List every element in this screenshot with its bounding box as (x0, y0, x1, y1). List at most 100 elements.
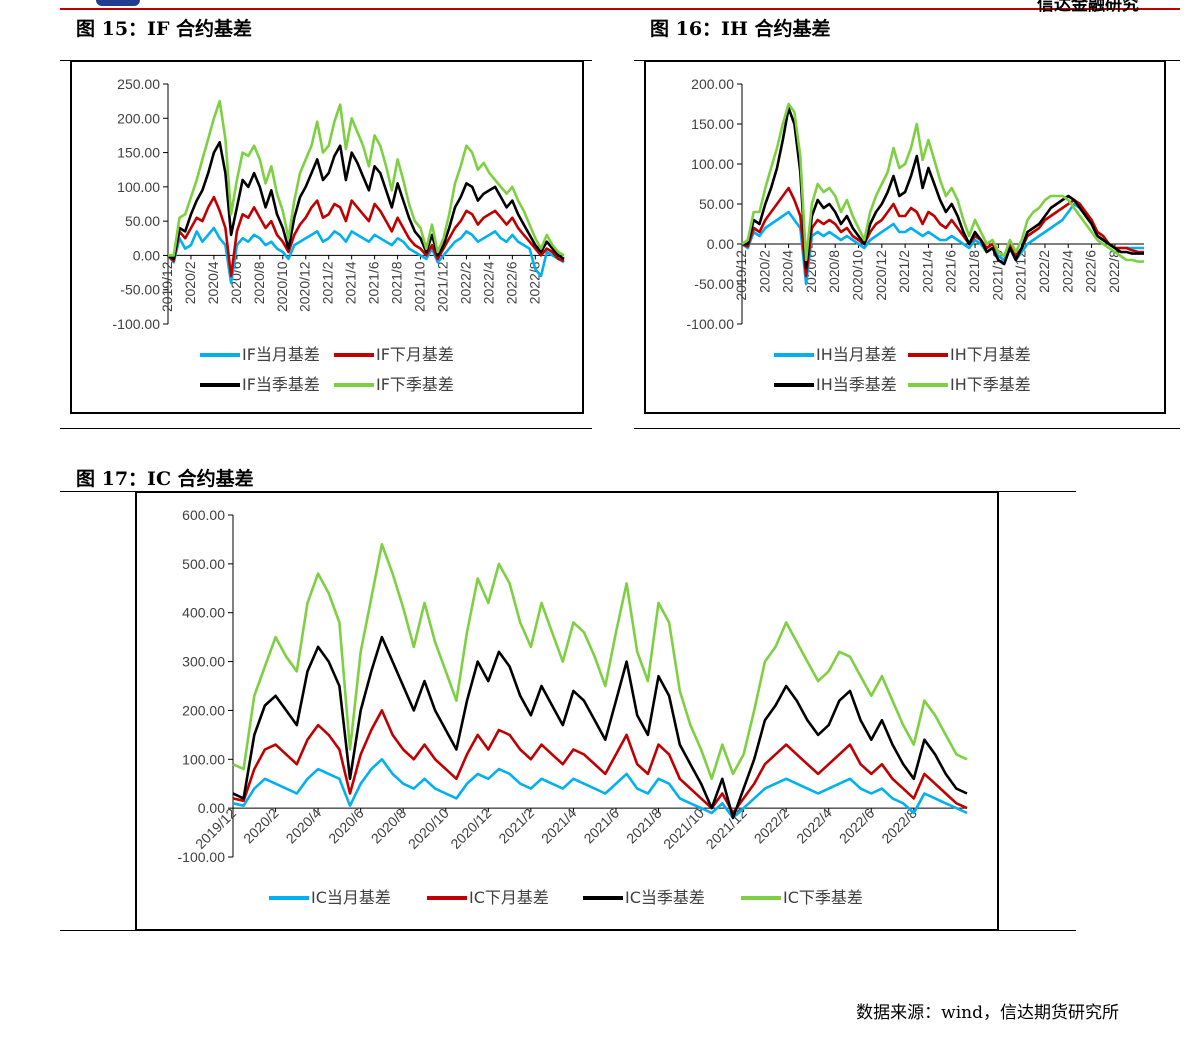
x-tick-label: 2021/4 (343, 261, 359, 304)
legend-label: IH当季基差 (816, 375, 897, 394)
x-tick-label: 2022/2 (751, 805, 793, 847)
series-line-if-2 (167, 141, 565, 261)
y-tick-label: 150.00 (117, 145, 160, 161)
legend-label: IH当月基差 (816, 345, 897, 364)
series-line-ic-1 (232, 709, 968, 815)
if-basis-chart: 250.00 200.00 150.00 100.00 50.00 0.00 -50.00 -… (70, 60, 584, 414)
x-tick-label: 2021/10 (412, 261, 428, 312)
y-tick-label: -50.00 (120, 282, 160, 298)
y-tick-label: 600.00 (182, 507, 225, 523)
y-tick-label: 200.00 (691, 76, 734, 92)
y-tick-label: 50.00 (699, 196, 734, 212)
ic-basis-chart-svg: 600.00 500.00 400.00 300.00 200.00 100.00 0.00… (178, 507, 968, 907)
x-tick-label: 2021/2 (495, 805, 537, 847)
legend-item-ih-1: IH下月基差 (908, 345, 1031, 364)
y-tick-label: 50.00 (125, 213, 160, 229)
x-tick-label: 2020/10 (405, 805, 452, 852)
x-tick-label: 2021/2 (896, 250, 912, 293)
x-tick-label: 2020/4 (205, 261, 221, 304)
y-tick-label: -100.00 (687, 316, 735, 332)
legend-label: IF下季基差 (376, 375, 454, 394)
x-tick-label: 2021/8 (623, 805, 665, 847)
legend-item-ih-2: IH当季基差 (774, 375, 897, 394)
x-tick-label: 2019/12 (733, 250, 749, 301)
legend-label: IH下季基差 (950, 375, 1031, 394)
ih-basis-chart: 200.00 150.00 100.00 50.00 0.00 -50.00 -100.00… (644, 60, 1166, 414)
x-tick-label: 2022/8 (1106, 250, 1122, 293)
x-tick-label: 2022/6 (836, 805, 878, 847)
company-logo-mark (96, 0, 140, 6)
x-tick-label: 2020/12 (447, 805, 494, 852)
legend-item-if-1: IF下月基差 (334, 345, 454, 364)
x-tick-label: 2021/10 (660, 805, 707, 852)
legend-label: IC下月基差 (469, 888, 549, 907)
x-tick-label: 2020/10 (850, 250, 866, 301)
legend-item-ih-3: IH下季基差 (908, 375, 1031, 394)
x-tick-label: 2021/4 (919, 250, 935, 293)
figure-15-bottom-rule (60, 428, 592, 429)
y-tick-label: 100.00 (117, 179, 160, 195)
y-tick-label: 200.00 (117, 110, 160, 126)
legend-label: IF下月基差 (376, 345, 454, 364)
legend-label: IF当月基差 (242, 345, 320, 364)
x-tick-label: 2021/12 (434, 261, 450, 312)
legend-item-if-2: IF当季基差 (200, 375, 320, 394)
legend-item-ic-3: IC下季基差 (741, 888, 863, 907)
legend-label: IF当季基差 (242, 375, 320, 394)
x-tick-label: 2020/8 (826, 250, 842, 293)
legend-item-ic-1: IC下月基差 (427, 888, 549, 907)
series-line-ic-0 (232, 757, 968, 820)
x-tick-label: 2020/8 (368, 805, 410, 847)
y-tick-label: -50.00 (694, 276, 734, 292)
x-tick-label: 2021/6 (943, 250, 959, 293)
legend-item-ih-0: IH当月基差 (774, 345, 897, 364)
if-basis-chart-svg: 250.00 200.00 150.00 100.00 50.00 0.00 -50.00 -… (113, 76, 565, 394)
series-line-ic-3 (232, 542, 968, 781)
x-tick-label: 2020/8 (251, 261, 267, 304)
series-line-ic-2 (232, 635, 968, 820)
x-tick-label: 2020/2 (182, 261, 198, 304)
figure-17-title: 图 17：IC 合约基差 (76, 468, 254, 490)
series-line-if-1 (167, 195, 565, 278)
y-tick-label: 100.00 (182, 751, 225, 767)
x-tick-label: 2022/4 (1059, 250, 1075, 293)
y-tick-label: 250.00 (117, 76, 160, 92)
series-line-if-0 (166, 226, 565, 285)
x-tick-label: 2021/8 (966, 250, 982, 293)
ih-basis-chart-svg: 200.00 150.00 100.00 50.00 0.00 -50.00 -100.00… (687, 76, 1144, 394)
y-tick-label: 150.00 (691, 116, 734, 132)
x-tick-label: 2021/12 (1013, 250, 1029, 301)
x-tick-label: 2021/6 (580, 805, 622, 847)
x-tick-label: 2020/2 (240, 805, 282, 847)
y-tick-label: -100.00 (178, 849, 226, 865)
series-line-ih-3 (741, 102, 1144, 263)
x-tick-label: 2022/2 (457, 261, 473, 304)
y-tick-label: 200.00 (182, 702, 225, 718)
y-tick-label: 400.00 (182, 605, 225, 621)
header-red-rule (60, 8, 1180, 10)
figure-17-bottom-rule (60, 930, 1076, 931)
x-tick-label: 2020/12 (297, 261, 313, 312)
x-tick-label: 2020/4 (780, 250, 796, 293)
x-tick-label: 2022/4 (793, 805, 835, 847)
legend-item-ic-0: IC当月基差 (269, 888, 391, 907)
x-tick-label: 2022/4 (480, 261, 496, 304)
legend-label: IC当月基差 (311, 888, 391, 907)
x-tick-label: 2021/8 (389, 261, 405, 304)
x-tick-label: 2021/2 (320, 261, 336, 304)
x-tick-label: 2022/2 (1036, 250, 1052, 293)
x-tick-label: 2020/2 (756, 250, 772, 293)
x-tick-label: 2020/12 (873, 250, 889, 301)
y-tick-label: -100.00 (113, 316, 161, 332)
x-tick-label: 2019/12 (159, 261, 175, 312)
y-tick-label: 0.00 (133, 247, 160, 263)
x-tick-label: 2020/4 (283, 805, 325, 847)
legend-item-ic-2: IC当季基差 (583, 888, 705, 907)
series-line-if-3 (168, 99, 565, 257)
y-tick-label: 0.00 (707, 236, 734, 252)
brand-name: 信达金融研究 (1037, 0, 1139, 15)
figure-16-title: 图 16：IH 合约基差 (650, 18, 831, 40)
data-source-note: 数据来源：wind，信达期货研究所 (856, 1003, 1119, 1023)
x-tick-label: 2022/6 (503, 261, 519, 304)
figure-16-bottom-rule (634, 428, 1180, 429)
